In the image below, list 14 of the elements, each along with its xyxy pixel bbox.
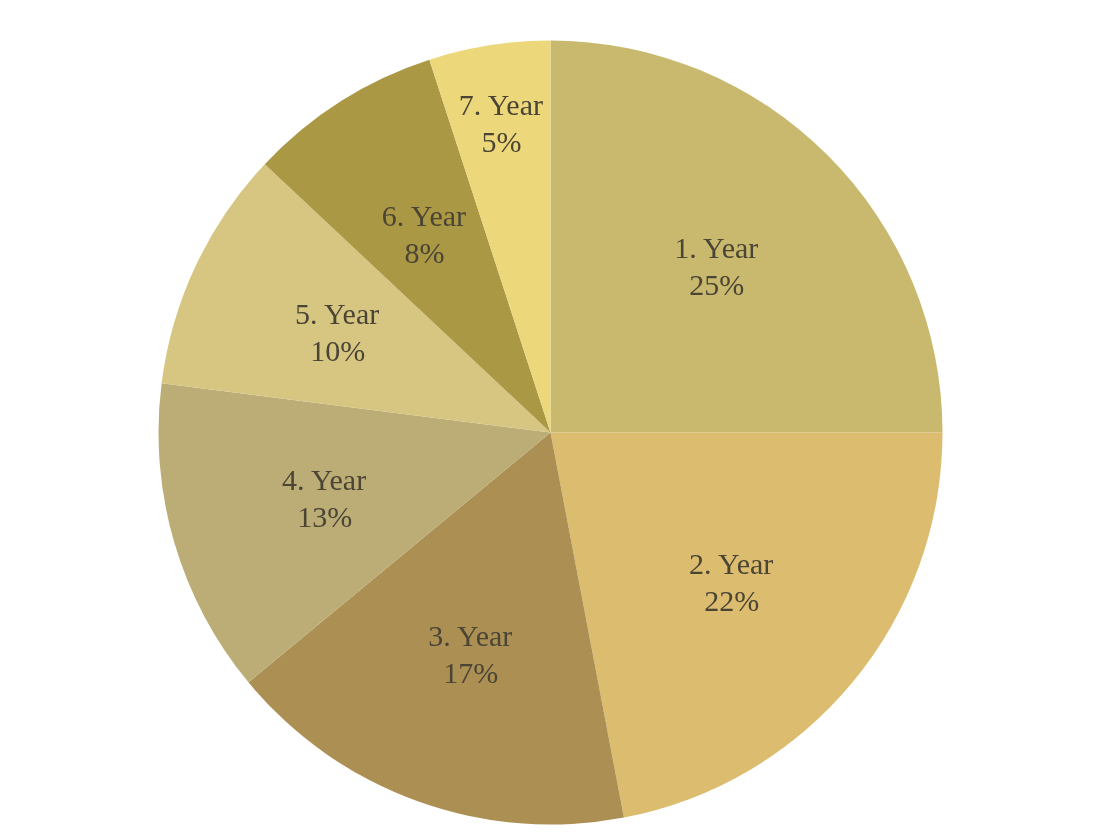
slice-label: 1. Year [674, 231, 759, 265]
data-label: 5% [481, 124, 522, 158]
data-label: 8% [404, 235, 445, 269]
data-label: 25% [689, 268, 745, 302]
slice-label: 3. Year [428, 618, 513, 652]
slice-label: 4. Year [282, 463, 367, 497]
data-label: 10% [310, 334, 366, 368]
slice-label: 6. Year [381, 198, 467, 232]
slice-label: 5. Year [295, 297, 380, 331]
data-label: 17% [443, 655, 499, 689]
data-label: 13% [297, 500, 353, 534]
slice-label: 7. Year [458, 87, 543, 121]
data-label: 22% [704, 584, 760, 618]
slice-label: 2. Year [689, 547, 774, 581]
